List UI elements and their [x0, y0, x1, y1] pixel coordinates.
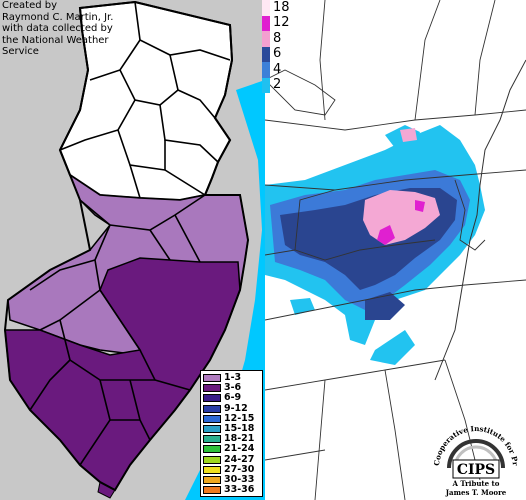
scale-swatch	[262, 77, 270, 93]
new-jersey-snowfall-map	[0, 0, 265, 500]
legend-swatch	[203, 394, 221, 403]
legend-swatch	[203, 414, 221, 423]
snow-8in-north	[400, 128, 417, 142]
regional-snowfall-map	[265, 0, 526, 500]
scale-row: 12	[262, 15, 306, 31]
legend-swatch	[203, 435, 221, 444]
snow-2in-south	[370, 330, 415, 365]
credit-line-5: Service	[2, 46, 39, 57]
state-boundaries	[265, 0, 526, 500]
legend-swatch	[203, 374, 221, 383]
precip-scale: 18 12 8 6 4 2	[262, 0, 306, 120]
legend-swatch	[203, 425, 221, 434]
legend-swatch	[203, 384, 221, 393]
cips-tribute-line-1: A Tribute to	[452, 479, 500, 488]
scale-swatch	[262, 15, 270, 31]
county-lines	[29, 1, 231, 466]
scale-label: 8	[273, 30, 282, 46]
legend-row: 15-18	[203, 424, 260, 434]
cips-logo-text: CIPS	[457, 462, 495, 478]
scale-swatch	[262, 62, 270, 78]
legend-row: 12-15	[203, 412, 260, 424]
legend-label: 30-33	[224, 473, 255, 485]
legend-row: 27-30	[203, 463, 260, 475]
scale-row: 6	[262, 46, 306, 62]
scale-label: 4	[273, 61, 282, 77]
scale-row: 18	[262, 0, 306, 16]
legend-swatch	[203, 486, 221, 495]
legend-swatch	[203, 445, 221, 454]
cips-tribute-line-2: James T. Moore	[445, 488, 507, 497]
legend-row: 30-33	[203, 473, 260, 485]
legend-label: 18-21	[224, 433, 255, 445]
legend-label: 12-15	[224, 412, 255, 424]
legend-swatch	[203, 404, 221, 413]
cips-arc-text: Cooperative Institute for Precipitation …	[427, 402, 520, 466]
legend-swatch	[203, 475, 221, 484]
legend-label: 3-6	[224, 382, 242, 394]
legend-row: 3-6	[203, 383, 260, 393]
credit-line-4: the National Weather	[2, 34, 109, 46]
snow-12in-spot	[377, 225, 395, 245]
legend-label: 9-12	[224, 402, 248, 414]
nj-outline	[3, 0, 250, 492]
snow-2in-west	[290, 298, 315, 315]
legend-row: 33-36	[203, 485, 260, 495]
legend-label: 27-30	[224, 463, 255, 475]
snow-6in-south	[365, 292, 405, 320]
legend-row: 1-3	[203, 373, 260, 383]
scale-row: 8	[262, 31, 306, 47]
credit-line-3: with data collected by	[2, 23, 113, 34]
scale-label: 12	[273, 15, 290, 31]
legend-row: 18-21	[203, 434, 260, 444]
great-lakes-outline	[265, 69, 336, 116]
scale-label: 18	[273, 0, 290, 15]
cips-logo: Cooperative Institute for Precipitation …	[427, 402, 520, 497]
legend-swatch	[203, 465, 221, 474]
credit-text: Created by Raymond C. Martin, Jr. with d…	[2, 0, 152, 58]
scale-label: 2	[273, 77, 282, 93]
scale-swatch	[262, 46, 270, 62]
legend-label: 33-36	[224, 484, 255, 496]
legend-row: 9-12	[203, 402, 260, 414]
legend-label: 6-9	[224, 392, 242, 404]
scale-swatch	[262, 31, 270, 47]
legend-row: 21-24	[203, 444, 260, 454]
credit-line-1: Created by	[2, 0, 58, 11]
legend-label: 15-18	[224, 423, 255, 435]
snow-12in-spot-2	[415, 200, 425, 212]
legend-row: 24-27	[203, 453, 260, 465]
cips-arc-line	[447, 439, 505, 469]
scale-row: 4	[262, 62, 306, 78]
legend-row: 6-9	[203, 393, 260, 403]
cips-logo-box	[452, 459, 500, 479]
legend-swatch	[203, 455, 221, 464]
legend-label: 1-3	[224, 372, 242, 384]
legend-label: 24-27	[224, 453, 255, 465]
credit-line-2: Raymond C. Martin, Jr.	[2, 11, 114, 23]
legend-label: 21-24	[224, 443, 255, 455]
scale-label: 6	[273, 46, 282, 62]
coastline	[434, 59, 526, 381]
scale-swatch	[262, 0, 270, 16]
nj-legend: 1-3 3-6 6-9 9-12 12-15 15-18 18-21 21-24 24-27 27…	[200, 370, 263, 497]
scale-row: 2	[262, 77, 306, 93]
